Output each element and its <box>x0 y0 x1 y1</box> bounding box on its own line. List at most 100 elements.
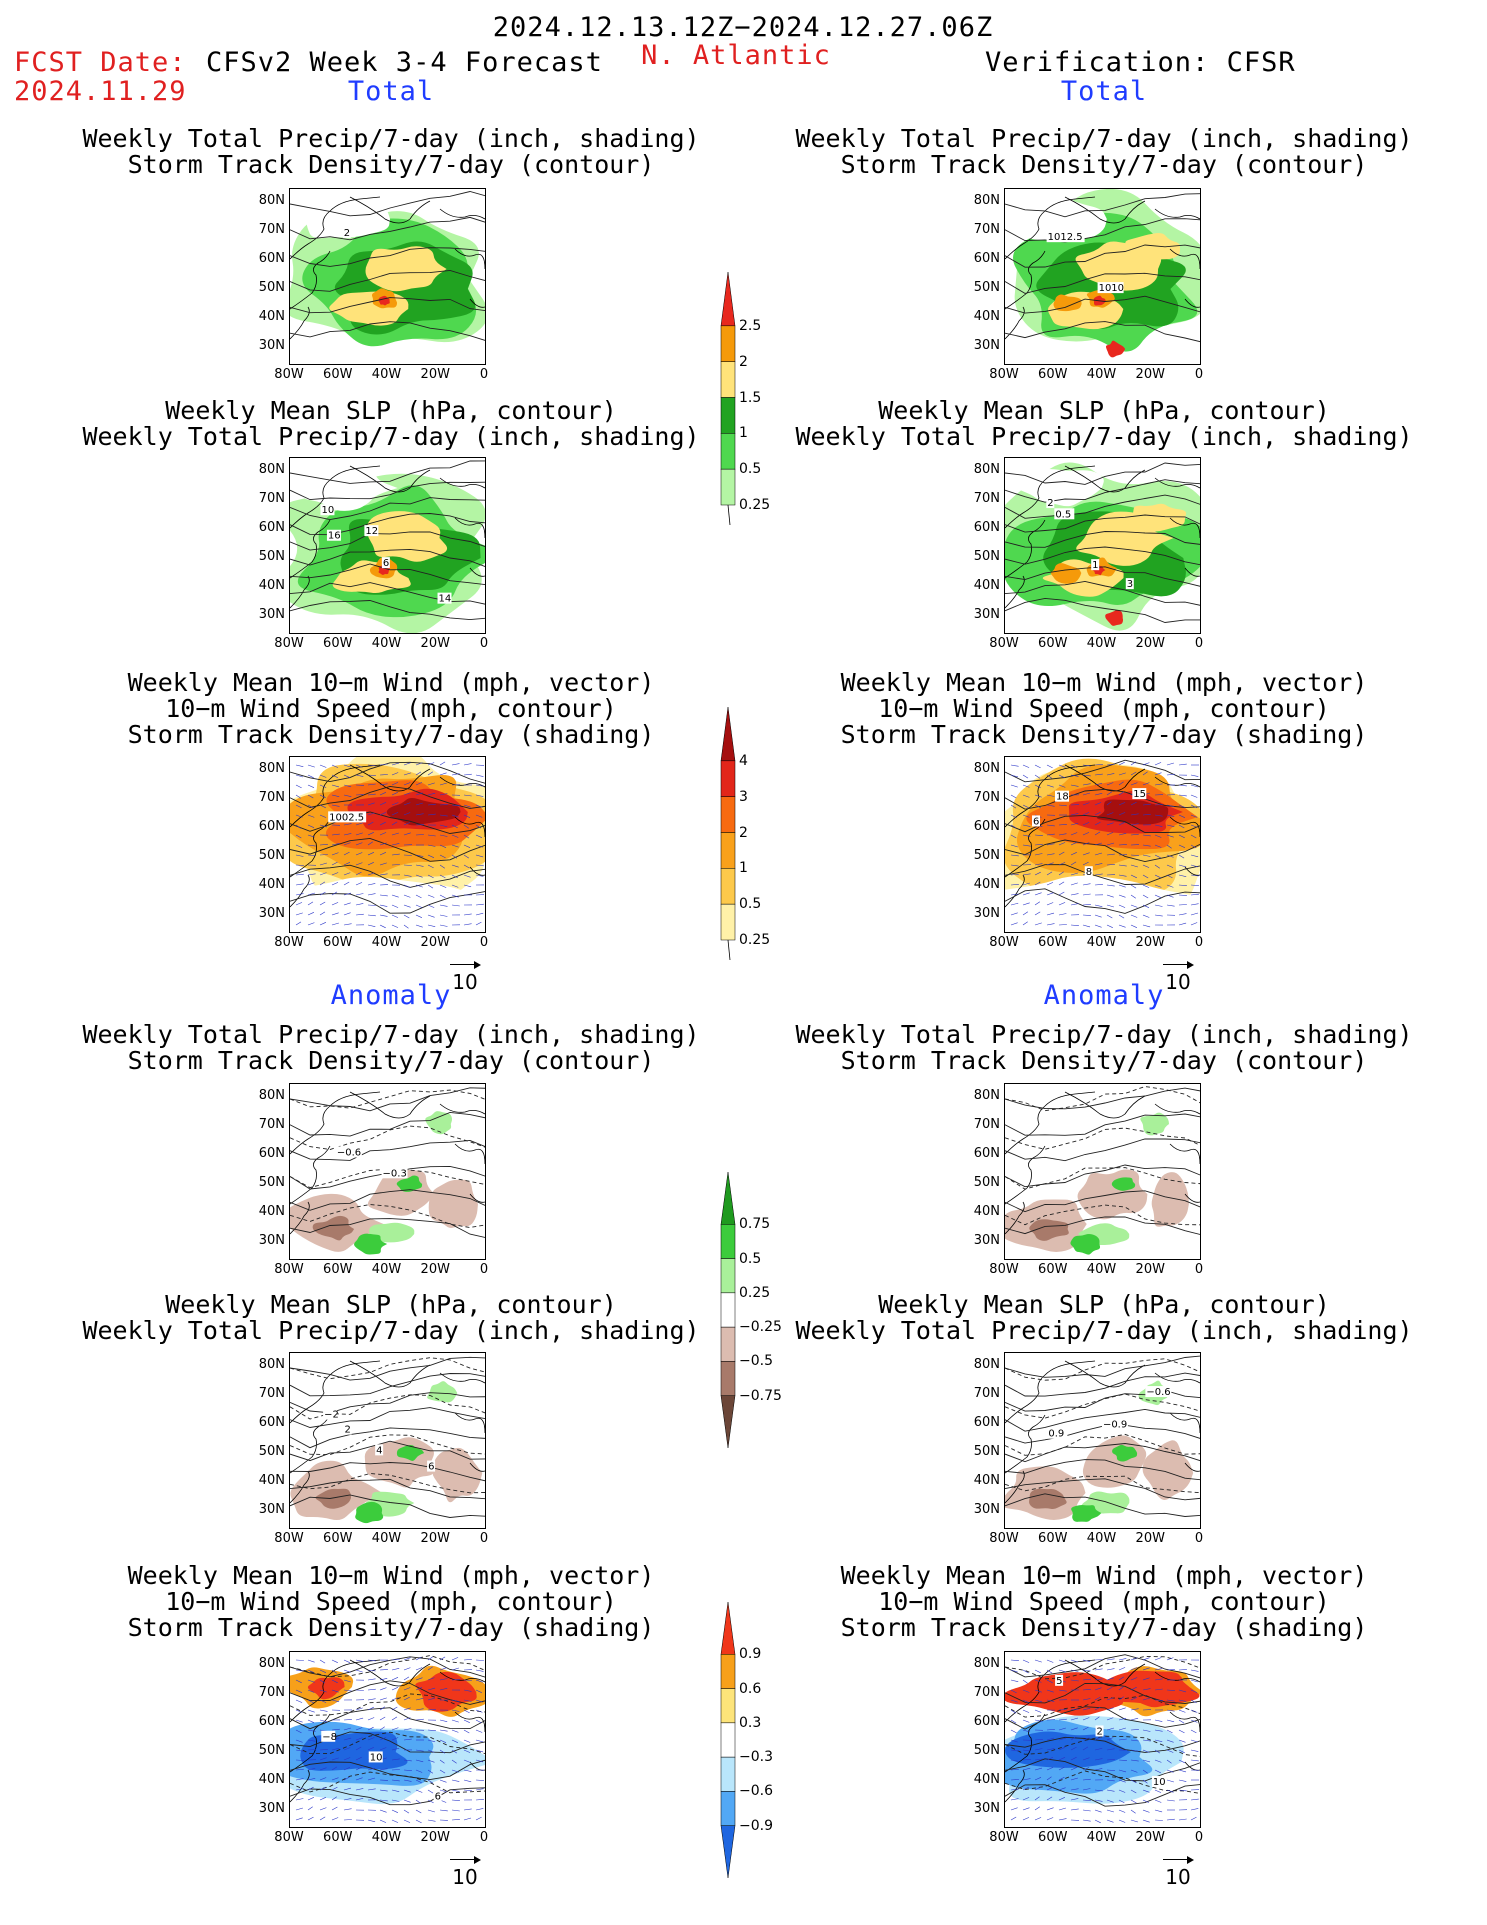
lat-label: 70N <box>258 1386 285 1401</box>
lon-label: 60W <box>323 1830 353 1845</box>
lon-label: 80W <box>989 1262 1019 1277</box>
shading-area <box>1111 1177 1136 1191</box>
lon-label: 40W <box>371 1830 402 1845</box>
panel-title: Weekly Total Precip/7-day (inch, shading… <box>795 124 1413 153</box>
contour-label-bg <box>433 1790 442 1802</box>
lon-label: 40W <box>1086 1830 1117 1845</box>
lon-label: 0 <box>1194 636 1204 651</box>
lat-label: 60N <box>973 520 1000 535</box>
lon-label: 0 <box>479 1531 489 1546</box>
contour-label-bg <box>335 1146 362 1158</box>
contour-label-bg <box>1091 559 1100 571</box>
shading-area <box>315 1488 351 1509</box>
lon-label: 20W <box>1135 1830 1165 1845</box>
contour-label: 10 <box>321 505 334 516</box>
panel-title: Weekly Mean SLP (hPa, contour) <box>878 1290 1330 1319</box>
colorbar-segment <box>720 706 736 762</box>
vector-reference: 10 <box>1158 1855 1198 1889</box>
lat-label: 40N <box>973 1772 1000 1787</box>
lon-label: 0 <box>1194 935 1204 950</box>
lon-label: 20W <box>1135 935 1165 950</box>
map-panel: −8 10 6 <box>289 1651 486 1828</box>
lon-label: 20W <box>1135 1531 1165 1546</box>
lat-label: 70N <box>973 222 1000 237</box>
panel-title: 10−m Wind Speed (mph, contour) <box>878 694 1330 723</box>
map-plot <box>1005 1086 1200 1255</box>
lon-label: 60W <box>1038 1262 1068 1277</box>
lon-label: 20W <box>420 636 450 651</box>
map-plot: 6 8 15 18 <box>1005 758 1200 932</box>
coastline <box>290 1360 485 1504</box>
lon-label: 40W <box>371 1262 402 1277</box>
lat-label: 60N <box>258 1714 285 1729</box>
lat-label: 80N <box>973 1357 1000 1372</box>
lat-label: 60N <box>973 1714 1000 1729</box>
map-plot: 2 <box>290 191 485 347</box>
shading-area <box>1096 799 1169 825</box>
lon-label: 0 <box>1194 1531 1204 1546</box>
map-panel: 5 2 10 <box>1004 1651 1201 1828</box>
lat-label: 70N <box>258 1117 285 1132</box>
map-plot: 5 2 10 <box>1005 1654 1200 1824</box>
colorbar-tail <box>727 939 731 960</box>
lat-label: 40N <box>973 578 1000 593</box>
lon-label: 60W <box>1038 1531 1068 1546</box>
colorbar-storm_total <box>720 706 736 960</box>
panel-title: Storm Track Density/7-day (contour) <box>127 1046 655 1075</box>
panel-title: Weekly Mean SLP (hPa, contour) <box>165 396 617 425</box>
shading-area <box>1112 1444 1138 1462</box>
lat-label: 60N <box>973 1415 1000 1430</box>
lon-label: 40W <box>1086 1262 1117 1277</box>
contour-label-bg <box>1101 1418 1128 1430</box>
lat-label: 70N <box>258 790 285 805</box>
lon-label: 60W <box>323 935 353 950</box>
lat-label: 40N <box>258 1772 285 1787</box>
colorbar-label: −0.25 <box>739 1319 782 1336</box>
lat-label: 40N <box>258 1204 285 1219</box>
contour-label: 14 <box>439 594 452 605</box>
colorbar-label: 0.6 <box>739 1680 762 1697</box>
contour-label-bg <box>1054 508 1075 520</box>
lon-label: 40W <box>1086 636 1117 651</box>
lat-label: 70N <box>973 1685 1000 1700</box>
shading-area <box>1029 1219 1069 1241</box>
map-panel: −0.6 −0.3 <box>289 1083 486 1260</box>
contour-label-bg <box>437 592 452 604</box>
lat-label: 80N <box>258 1357 285 1372</box>
contour-label-bg <box>321 1730 336 1742</box>
lat-label: 50N <box>973 549 1000 564</box>
lon-label: 60W <box>323 1531 353 1546</box>
contour-label: 12 <box>365 526 378 537</box>
shading-area <box>1005 875 1200 932</box>
colorbar-segment <box>720 1756 736 1792</box>
right-total-label: Total <box>1060 76 1148 107</box>
lon-label: 40W <box>371 935 402 950</box>
contour-label-bg <box>328 811 367 823</box>
colorbar-segment <box>720 796 736 833</box>
contour-lines <box>290 460 485 621</box>
contour-label-bg <box>1046 231 1085 243</box>
lon-label: 60W <box>1038 367 1068 382</box>
contour-label: −0.6 <box>337 1147 361 1158</box>
contour-label-bg <box>1055 1674 1064 1686</box>
contour-label: 6 <box>435 1792 441 1803</box>
contour-label-bg <box>1095 1725 1104 1737</box>
coastline <box>1005 1091 1200 1235</box>
contour-label-bg <box>1132 788 1147 800</box>
colorbar-segment <box>720 468 736 506</box>
lat-label: 40N <box>258 578 285 593</box>
map-panel: 2 4 6 −2 <box>289 1352 486 1529</box>
shading-area <box>1105 340 1126 358</box>
contour-label-bg <box>381 1167 408 1179</box>
contour-label: 15 <box>1133 789 1146 800</box>
lon-label: 20W <box>1135 636 1165 651</box>
colorbar-segment <box>720 1326 736 1362</box>
lat-label: 30N <box>258 1233 285 1248</box>
map-plot: 1002.5 <box>290 757 485 932</box>
colorbar-tail <box>727 504 731 525</box>
lat-label: 40N <box>973 309 1000 324</box>
contour-label: 0.9 <box>1048 1429 1064 1440</box>
shading-area <box>1082 1435 1147 1488</box>
contour-label: 18 <box>1056 792 1069 803</box>
contour-label-bg <box>342 227 351 239</box>
